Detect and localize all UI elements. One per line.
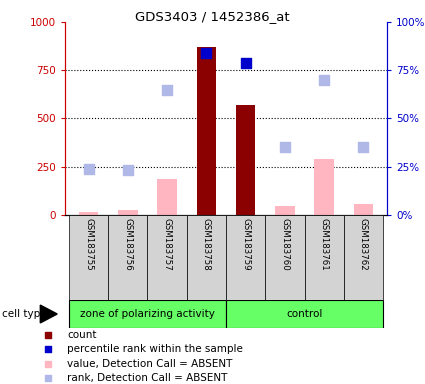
Bar (187, 215, 226, 300)
Bar (196, 47, 216, 215)
Polygon shape (40, 305, 57, 323)
Text: GSM183762: GSM183762 (359, 218, 368, 270)
Text: GSM183760: GSM183760 (280, 218, 289, 270)
Text: control: control (286, 309, 323, 319)
Point (45, 361, 52, 367)
Point (45, 346, 52, 353)
Bar (108, 215, 147, 300)
Bar (226, 215, 265, 300)
Bar (157, 179, 177, 215)
Bar (354, 204, 373, 215)
Bar (79, 212, 98, 215)
Text: GDS3403 / 1452386_at: GDS3403 / 1452386_at (135, 10, 290, 23)
Point (281, 144, 288, 151)
Point (45, 332, 52, 338)
Text: count: count (67, 330, 97, 340)
Text: GSM183756: GSM183756 (123, 218, 132, 270)
Bar (305, 215, 344, 300)
Point (45, 375, 52, 381)
Point (242, 60, 249, 66)
Point (85, 166, 92, 172)
Text: GSM183759: GSM183759 (241, 218, 250, 270)
Bar (275, 206, 295, 215)
Text: value, Detection Call = ABSENT: value, Detection Call = ABSENT (67, 359, 232, 369)
Bar (118, 210, 138, 215)
Bar (314, 159, 334, 215)
Text: percentile rank within the sample: percentile rank within the sample (67, 344, 243, 354)
Bar (69, 215, 108, 300)
Point (203, 50, 210, 56)
Text: rank, Detection Call = ABSENT: rank, Detection Call = ABSENT (67, 373, 228, 383)
Text: cell type: cell type (2, 309, 47, 319)
Text: GSM183755: GSM183755 (84, 218, 93, 270)
Bar (226, 300, 383, 328)
Text: GSM183761: GSM183761 (320, 218, 329, 270)
Bar (147, 215, 187, 300)
Text: zone of polarizing activity: zone of polarizing activity (80, 309, 215, 319)
Point (360, 144, 367, 151)
Point (125, 167, 131, 173)
Bar (344, 215, 383, 300)
Bar (236, 105, 255, 215)
Point (164, 86, 170, 93)
Bar (69, 300, 226, 328)
Text: GSM183758: GSM183758 (202, 218, 211, 270)
Text: GSM183757: GSM183757 (163, 218, 172, 270)
Bar (265, 215, 305, 300)
Point (321, 77, 328, 83)
